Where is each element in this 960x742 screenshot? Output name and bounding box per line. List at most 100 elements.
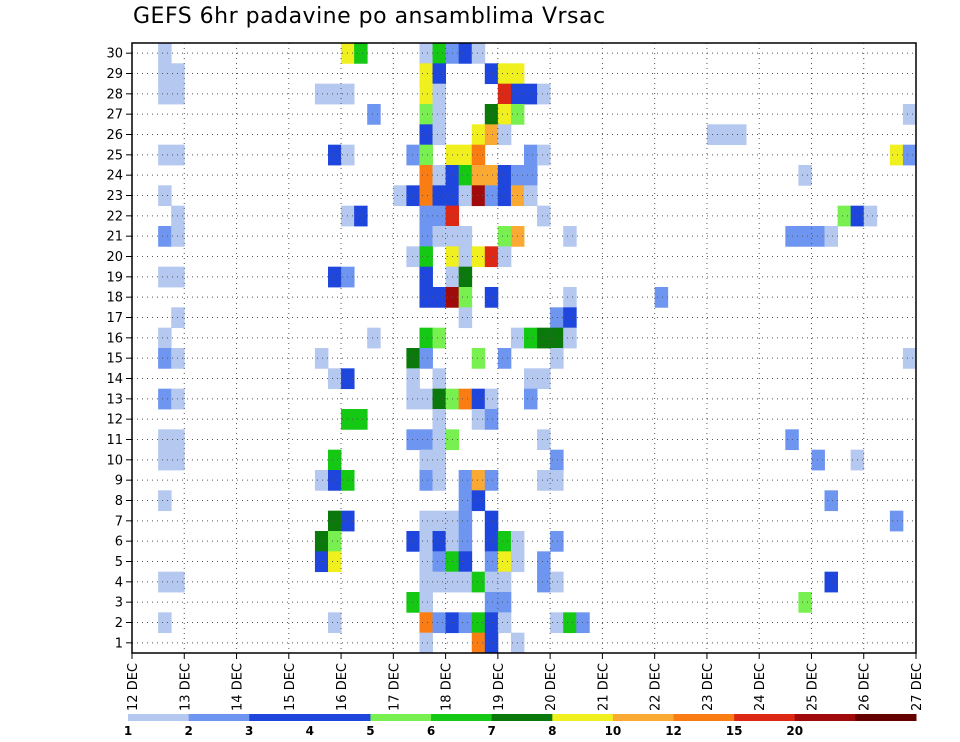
heatmap-cell xyxy=(497,246,512,268)
heatmap-cell xyxy=(406,246,420,268)
x-tick-label: 13 DEC xyxy=(178,663,193,711)
x-tick-label: 21 DEC xyxy=(596,663,611,711)
heatmap-cell xyxy=(406,592,420,613)
heatmap-cell xyxy=(484,612,499,634)
y-tick-label: 6 xyxy=(115,535,123,550)
heatmap-cell xyxy=(484,165,499,186)
heatmap-cell xyxy=(550,348,564,369)
x-tick-label: 27 DEC xyxy=(910,663,925,711)
colorbar-label: 15 xyxy=(726,724,743,738)
heatmap-cell xyxy=(328,510,342,532)
heatmap-cell xyxy=(432,429,446,451)
heatmap-cell xyxy=(524,368,538,390)
y-tick-label: 19 xyxy=(106,270,123,285)
heatmap-cell xyxy=(654,287,669,308)
heatmap-cell xyxy=(419,144,433,166)
heatmap-cell xyxy=(367,327,381,349)
colorbar-swatch xyxy=(612,714,675,721)
heatmap-cell xyxy=(889,510,904,532)
heatmap-cell xyxy=(458,490,473,512)
heatmap-cell xyxy=(471,409,486,430)
heatmap-cell xyxy=(889,144,904,166)
heatmap-cell xyxy=(497,63,512,85)
heatmap-cell xyxy=(524,327,538,349)
heatmap-cell xyxy=(419,388,433,410)
heatmap-cell xyxy=(484,470,499,491)
heatmap-cell xyxy=(419,348,433,369)
heatmap-cell xyxy=(902,104,917,125)
colorbar-label: 20 xyxy=(786,724,803,738)
colorbar-swatch xyxy=(431,714,493,721)
heatmap-cell xyxy=(432,531,446,552)
heatmap-cell xyxy=(354,409,368,430)
heatmap-cell xyxy=(328,144,342,166)
heatmap-cell xyxy=(550,571,564,593)
heatmap-cell xyxy=(158,388,172,410)
heatmap-cell xyxy=(432,287,446,308)
heatmap-cell xyxy=(824,571,838,593)
heatmap-cell xyxy=(720,124,734,146)
heatmap-cell xyxy=(158,266,172,288)
heatmap-cell xyxy=(497,551,512,573)
heatmap-cell xyxy=(484,246,499,268)
heatmap-cell xyxy=(419,327,433,349)
heatmap-cell xyxy=(432,226,446,247)
heatmap-cell xyxy=(158,490,172,512)
heatmap-cell xyxy=(432,83,446,105)
heatmap-cell xyxy=(314,83,329,105)
heatmap-cell xyxy=(484,388,499,410)
heatmap-cell xyxy=(419,632,433,654)
colorbar-label: 8 xyxy=(548,724,556,738)
heatmap-cell xyxy=(471,612,486,634)
heatmap-cell xyxy=(328,83,342,105)
y-tick-label: 22 xyxy=(106,209,123,224)
heatmap-cell xyxy=(158,327,172,349)
heatmap-cell xyxy=(158,185,172,207)
heatmap-cell xyxy=(550,531,564,552)
y-tick-label: 12 xyxy=(106,413,123,428)
x-tick-label: 18 DEC xyxy=(440,663,455,711)
x-tick-label: 15 DEC xyxy=(283,663,298,711)
heatmap-cell xyxy=(537,368,551,390)
x-tick-label: 17 DEC xyxy=(387,663,402,711)
heatmap-cell xyxy=(497,571,512,593)
heatmap-cell xyxy=(314,551,329,573)
heatmap-cell xyxy=(484,104,499,125)
heatmap-cell xyxy=(497,612,512,634)
heatmap-cell xyxy=(497,592,512,613)
x-tick-label: 25 DEC xyxy=(805,663,820,711)
y-tick-label: 14 xyxy=(106,372,123,387)
heatmap-cell xyxy=(432,205,446,227)
colorbar-swatch xyxy=(491,714,553,721)
y-tick-label: 13 xyxy=(106,392,123,407)
heatmap-cell xyxy=(419,571,433,593)
heatmap-cell xyxy=(902,348,917,369)
heatmap-cell xyxy=(497,348,512,369)
heatmap-cell xyxy=(563,612,577,634)
heatmap-cell xyxy=(811,449,825,471)
heatmap-cell xyxy=(158,429,172,451)
y-tick-label: 15 xyxy=(106,352,123,367)
heatmap-cell xyxy=(458,226,473,247)
heatmap-cell xyxy=(432,104,446,125)
heatmap-cell xyxy=(537,205,551,227)
heatmap-cell xyxy=(432,124,446,146)
y-tick-label: 2 xyxy=(115,616,123,631)
heatmap-cell xyxy=(524,165,538,186)
y-tick-label: 1 xyxy=(115,636,123,651)
heatmap-cell xyxy=(419,266,433,288)
y-tick-label: 3 xyxy=(115,596,123,611)
heatmap-cell xyxy=(537,83,551,105)
colorbar-label: 6 xyxy=(427,724,435,738)
heatmap-cell xyxy=(432,63,446,85)
colorbar: 1 2 3 4 5 6 7 8 10 12 15 20 xyxy=(124,714,917,738)
heatmap-cell xyxy=(432,185,446,207)
heatmap-cell xyxy=(458,571,473,593)
heatmap-cells xyxy=(158,43,917,654)
heatmap-cell xyxy=(484,63,499,85)
heatmap-cell xyxy=(471,388,486,410)
heatmap-cell xyxy=(458,144,473,166)
heatmap-cell xyxy=(419,510,433,532)
heatmap-cell xyxy=(419,205,433,227)
y-tick-label: 8 xyxy=(115,494,123,509)
